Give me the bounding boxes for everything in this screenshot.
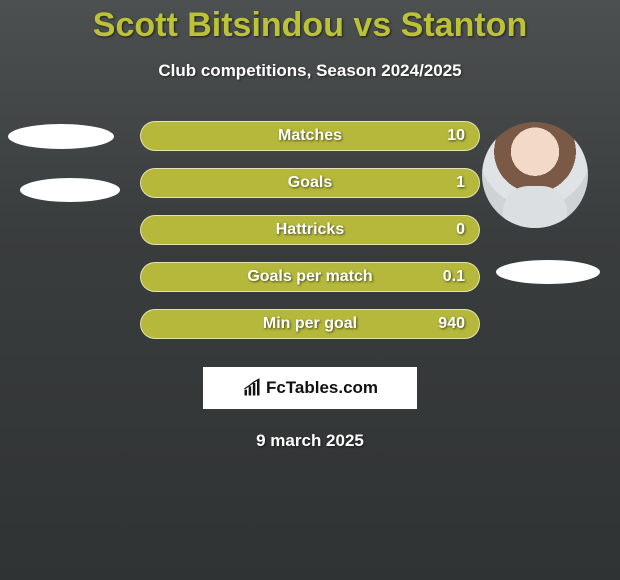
logo-text: FcTables.com [266,378,378,398]
bar-chart-icon [242,378,262,398]
stat-label: Matches [278,127,342,145]
stat-value: 0.1 [443,268,465,286]
stat-label: Goals [288,174,332,192]
page-title: Scott Bitsindou vs Stanton [0,0,620,45]
date-label: 9 march 2025 [0,431,620,451]
comparison-card: Scott Bitsindou vs Stanton Club competit… [0,0,620,580]
stat-value: 10 [447,127,465,145]
stat-label: Min per goal [263,315,357,333]
stat-bar-min-per-goal: Min per goal 940 [140,309,480,339]
blank-ellipse-1 [8,124,114,149]
stat-bar-goals: Goals 1 [140,168,480,198]
stat-label: Goals per match [247,268,372,286]
blank-ellipse-3 [496,260,600,284]
stat-bar-matches: Matches 10 [140,121,480,151]
stat-value: 940 [438,315,465,333]
stat-value: 1 [456,174,465,192]
stat-value: 0 [456,221,465,239]
stat-bar-goals-per-match: Goals per match 0.1 [140,262,480,292]
stat-bar-hattricks: Hattricks 0 [140,215,480,245]
subtitle: Club competitions, Season 2024/2025 [0,61,620,81]
stat-label: Hattricks [276,221,344,239]
fctables-logo: FcTables.com [203,367,417,409]
player-avatar-right [482,122,588,228]
blank-ellipse-2 [20,178,120,202]
